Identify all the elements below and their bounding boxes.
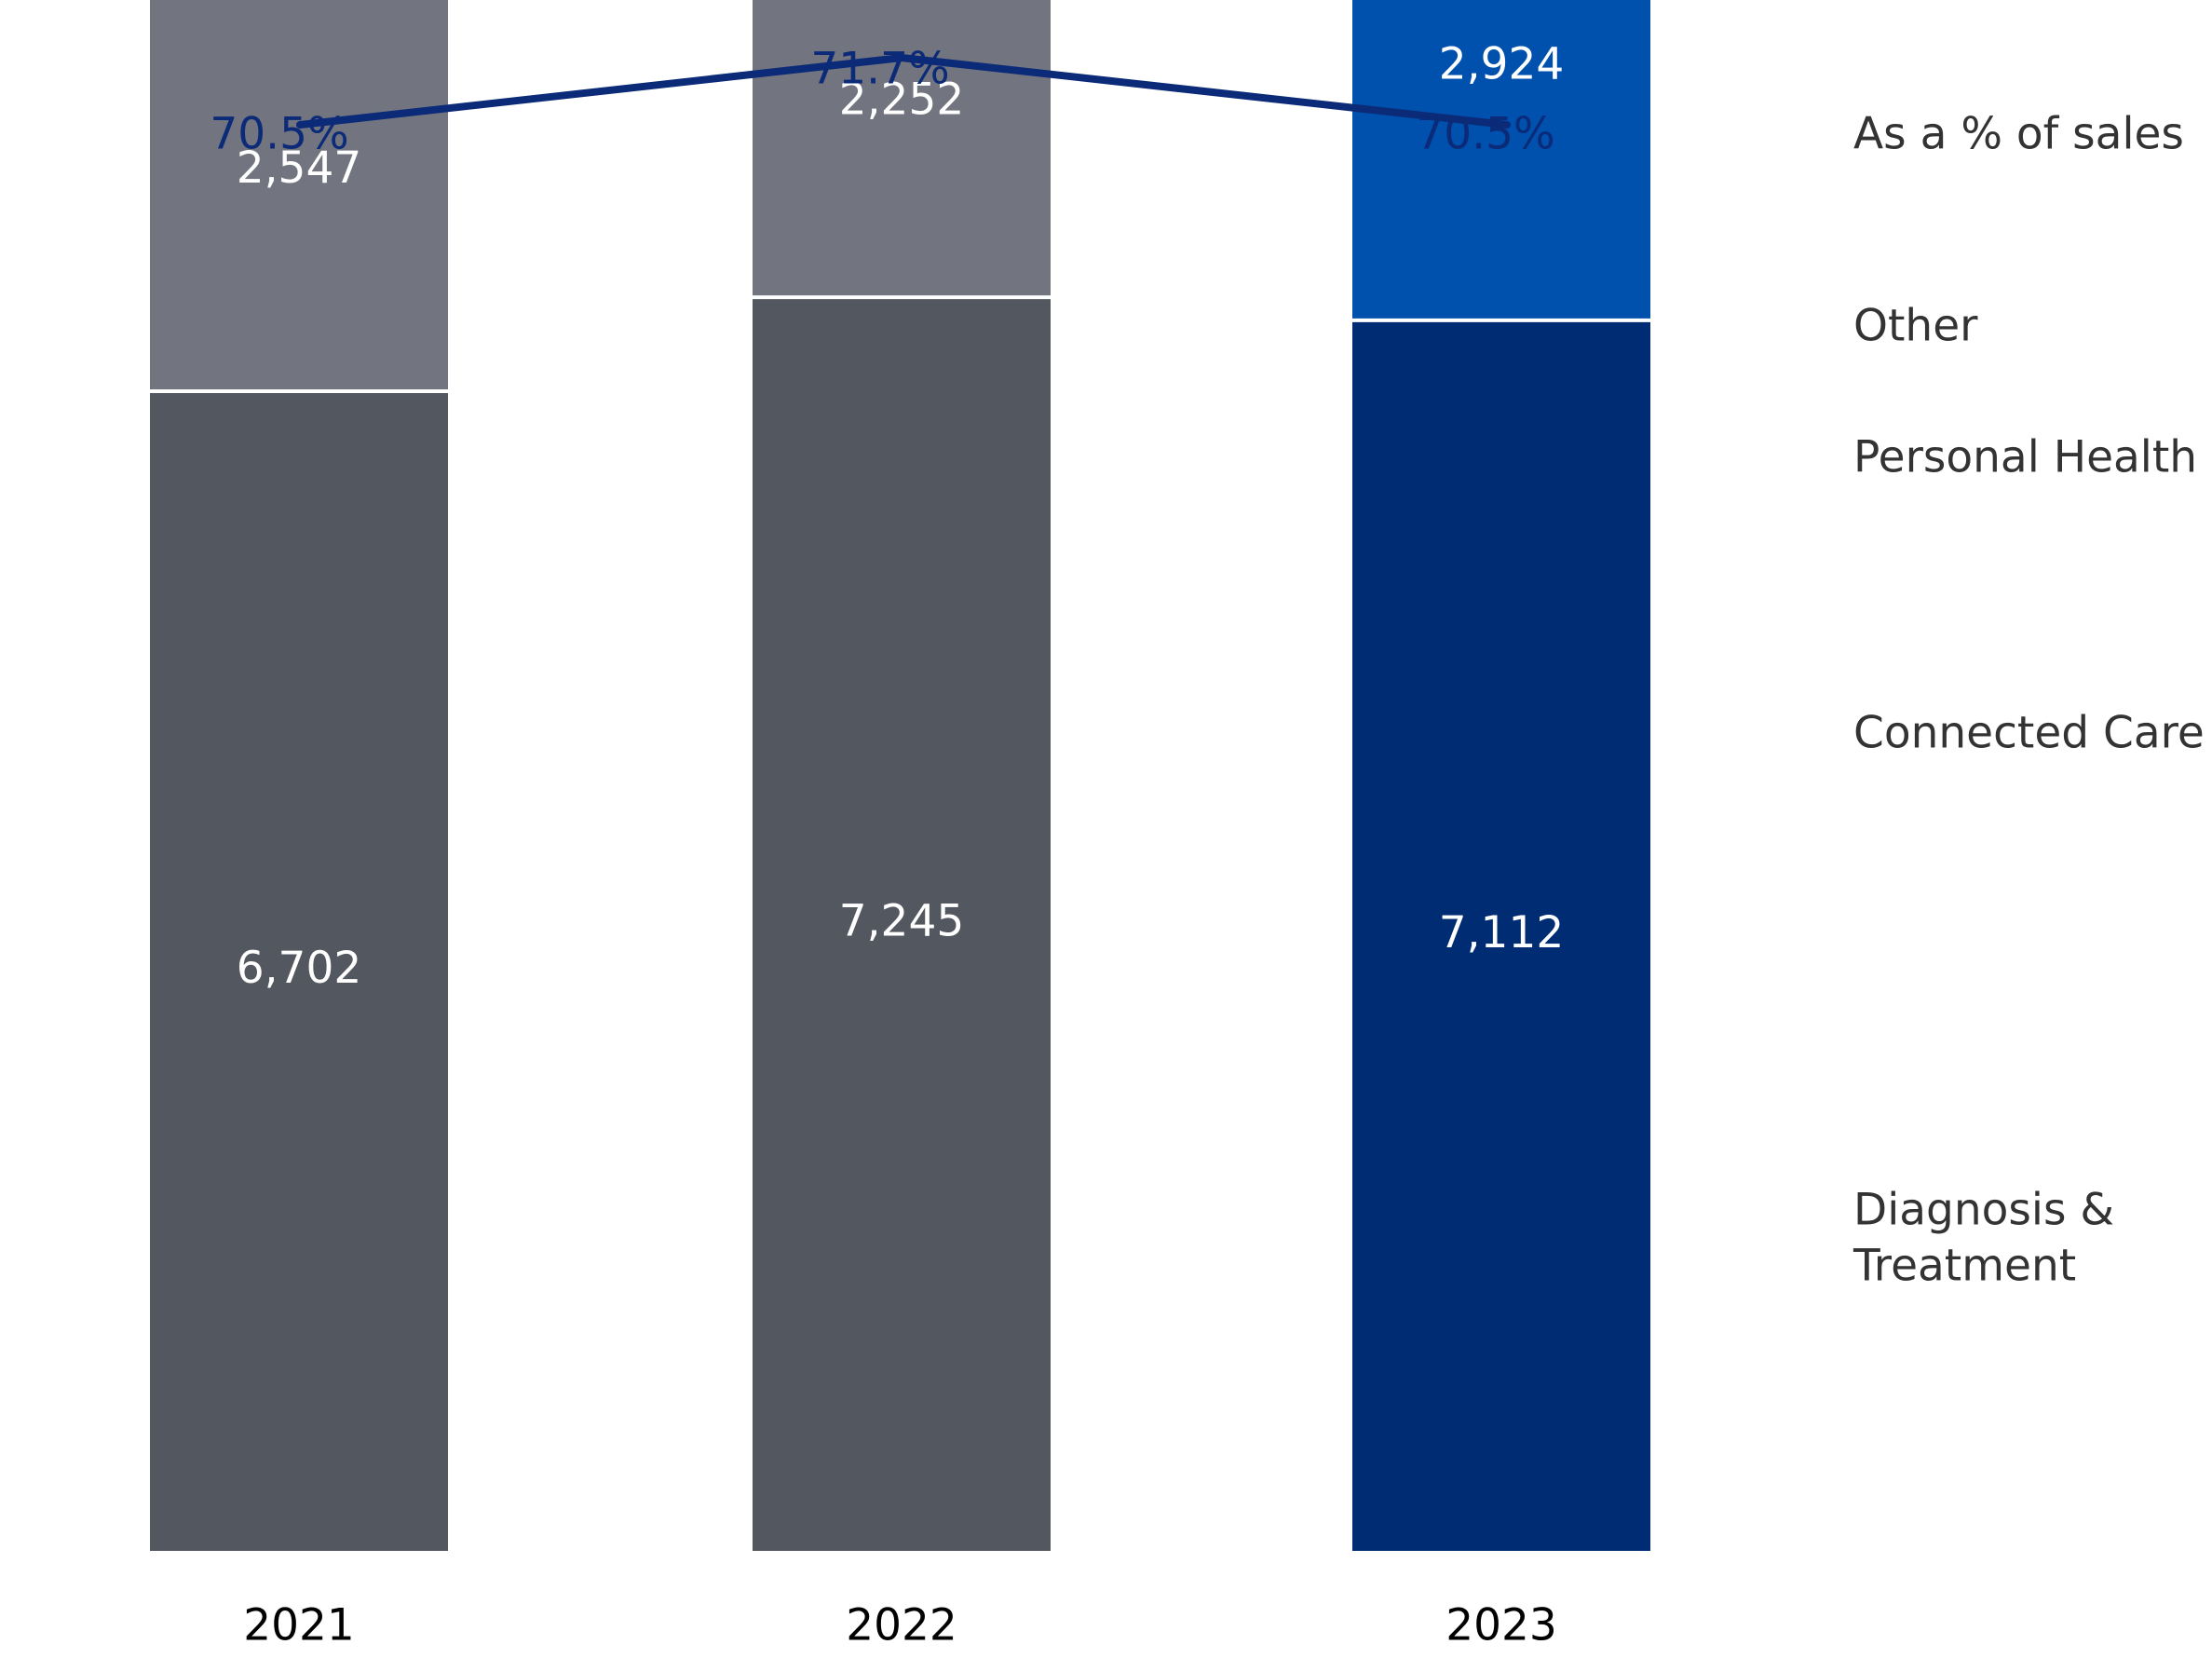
legend-label: Treatment	[1852, 1241, 2076, 1292]
x-tick-label: 2023	[1445, 1600, 1557, 1651]
percent-value-label: 71.7%	[810, 44, 949, 95]
segment-value-label: 2,252	[839, 74, 965, 125]
x-tick-label: 2022	[846, 1600, 957, 1651]
bar-segment	[753, 0, 1051, 298]
x-tick-label: 2021	[243, 1600, 355, 1651]
legend-label: Connected Care	[1853, 708, 2205, 759]
bar-segment	[1352, 319, 1650, 1551]
percent-value-label: 70.5%	[210, 109, 348, 160]
bar-segment	[150, 0, 448, 392]
segment-value-label: 6,702	[237, 943, 362, 994]
bar-segment	[1352, 0, 1650, 320]
legend-label: As a % of sales	[1853, 109, 2184, 160]
segment-value-label: 2,924	[1439, 39, 1565, 90]
segment-value-label: 7,245	[839, 896, 965, 947]
percent-line	[296, 54, 1511, 129]
bar-segment	[150, 391, 448, 1551]
legend-label: Diagnosis &	[1853, 1185, 2114, 1236]
segment-value-label: 7,112	[1439, 907, 1565, 958]
legend-label: Other	[1853, 301, 1978, 352]
percent-value-label: 70.5%	[1416, 109, 1554, 160]
bar-segment	[753, 297, 1051, 1551]
legend-label: Personal Health	[1853, 432, 2197, 483]
segment-value-label: 2,547	[237, 143, 362, 194]
